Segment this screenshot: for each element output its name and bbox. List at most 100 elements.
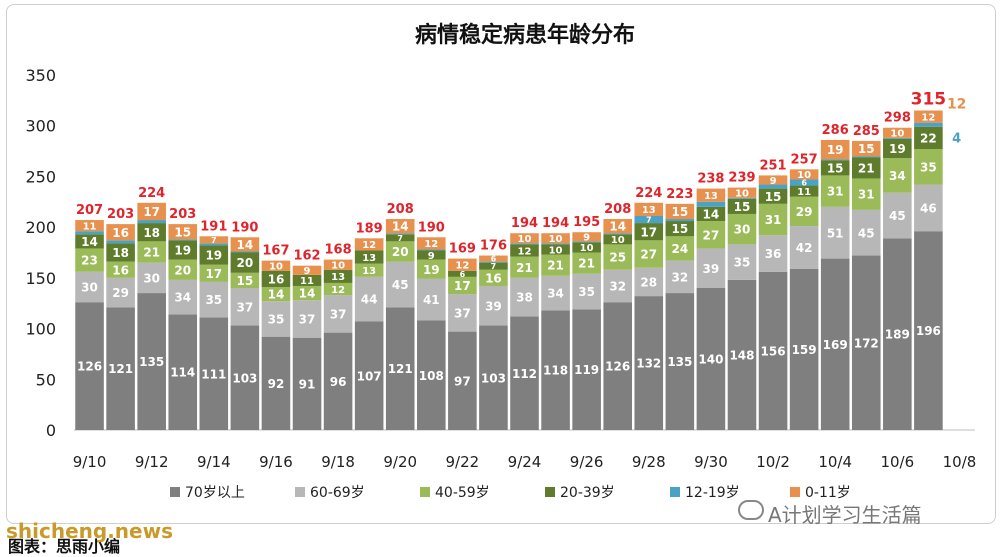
bar-segment bbox=[603, 233, 632, 235]
bar-segment bbox=[541, 244, 570, 255]
segment-value-label: 6 bbox=[491, 255, 497, 264]
legend-label: 70岁以上 bbox=[185, 485, 245, 501]
segment-value-label: 45 bbox=[392, 278, 409, 292]
segment-value-label: 7 bbox=[211, 236, 217, 245]
bar-segment bbox=[479, 269, 508, 286]
bar-segment bbox=[883, 158, 912, 193]
segment-value-label: 16 bbox=[268, 272, 285, 286]
total-label: 169 bbox=[449, 242, 476, 257]
legend-swatch bbox=[545, 487, 555, 497]
segment-value-label: 103 bbox=[481, 371, 506, 385]
bar-segment bbox=[851, 178, 881, 210]
bar-segment bbox=[634, 223, 664, 241]
segment-value-label: 14 bbox=[268, 288, 285, 302]
segment-value-label: 10 bbox=[518, 234, 532, 245]
bar-segment bbox=[417, 259, 446, 279]
x-tick-label: 9/20 bbox=[383, 453, 417, 471]
bar-segment bbox=[665, 219, 695, 222]
x-tick-label: 9/22 bbox=[446, 453, 480, 471]
bar-segment bbox=[417, 237, 446, 250]
bar-segment bbox=[75, 302, 104, 430]
legend-swatch bbox=[420, 487, 430, 497]
bar-segment bbox=[883, 138, 912, 159]
bar-segment bbox=[634, 296, 664, 430]
bar-segment bbox=[572, 273, 601, 310]
segment-value-label: 97 bbox=[454, 374, 471, 388]
bar-segment bbox=[448, 331, 477, 430]
segment-value-label: 14 bbox=[299, 287, 316, 301]
bar-segment bbox=[603, 219, 632, 234]
bar-segment bbox=[510, 256, 539, 278]
total-label: 162 bbox=[293, 249, 320, 264]
wechat-icon bbox=[738, 500, 764, 520]
total-label: 223 bbox=[666, 187, 693, 202]
segment-value-label: 28 bbox=[640, 275, 657, 289]
bar-segment bbox=[727, 244, 757, 280]
segment-value-label: 13 bbox=[642, 205, 656, 216]
segment-value-label: 12 bbox=[424, 239, 438, 250]
bar-segment bbox=[914, 126, 943, 150]
bar-segment bbox=[758, 271, 788, 430]
bar-segment bbox=[417, 278, 446, 321]
segment-value-label: 37 bbox=[330, 307, 347, 321]
segment-value-label: 19 bbox=[174, 244, 191, 258]
segment-value-label: 24 bbox=[671, 242, 688, 256]
bar-segment bbox=[572, 241, 601, 243]
x-tick-label: 9/24 bbox=[508, 453, 542, 471]
x-tick-label: 9/28 bbox=[632, 453, 666, 471]
bar-segment bbox=[851, 140, 881, 157]
bar-segment bbox=[510, 277, 539, 317]
x-tick-label: 9/18 bbox=[321, 453, 355, 471]
segment-value-label: 10 bbox=[890, 129, 904, 140]
bar-segment bbox=[727, 197, 757, 199]
segment-value-label: 11 bbox=[300, 276, 314, 287]
bar-segment bbox=[261, 260, 291, 271]
segment-value-label: 15 bbox=[671, 222, 688, 236]
bar-segment bbox=[479, 285, 508, 326]
segment-value-label: 15 bbox=[174, 225, 191, 239]
segment-value-label: 39 bbox=[703, 262, 720, 276]
bar-segment bbox=[696, 221, 726, 249]
x-tick-label: 9/26 bbox=[570, 453, 604, 471]
segment-value-label: 36 bbox=[765, 247, 782, 261]
side-value-label: 12 bbox=[947, 97, 966, 113]
segment-value-label: 21 bbox=[547, 259, 564, 273]
segment-value-label: 34 bbox=[547, 287, 564, 301]
segment-value-label: 126 bbox=[605, 360, 630, 374]
segment-value-label: 6 bbox=[801, 179, 807, 188]
bar-segment bbox=[820, 258, 850, 430]
segment-value-label: 18 bbox=[112, 246, 129, 260]
segment-value-label: 7 bbox=[646, 216, 652, 225]
segment-value-label: 196 bbox=[916, 324, 941, 338]
bar-segment bbox=[168, 224, 198, 240]
segment-value-label: 103 bbox=[232, 371, 257, 385]
total-label: 239 bbox=[728, 171, 755, 186]
segment-value-label: 12 bbox=[518, 246, 532, 257]
segment-value-label: 32 bbox=[609, 280, 626, 294]
bar-segment bbox=[199, 243, 229, 246]
bar-segment bbox=[541, 254, 570, 276]
bar-segment bbox=[323, 332, 353, 430]
bar-segment bbox=[603, 302, 632, 430]
segment-value-label: 169 bbox=[823, 338, 848, 352]
bar-segment bbox=[137, 241, 166, 263]
bar-segment bbox=[106, 240, 135, 244]
bar-segment bbox=[385, 241, 415, 262]
segment-value-label: 20 bbox=[392, 245, 409, 259]
bar-segment bbox=[385, 233, 415, 235]
total-label: 257 bbox=[791, 152, 818, 167]
bar-segment bbox=[820, 206, 850, 259]
segment-value-label: 46 bbox=[920, 201, 937, 215]
bar-segment bbox=[572, 232, 601, 242]
x-tick-label: 10/8 bbox=[943, 453, 977, 471]
bar-segment bbox=[727, 213, 757, 245]
total-label: 224 bbox=[635, 186, 662, 201]
total-label: 298 bbox=[884, 111, 911, 126]
total-label: 195 bbox=[573, 215, 600, 230]
bar-segment bbox=[696, 248, 726, 288]
bar-segment bbox=[106, 224, 135, 241]
legend-label: 12-19岁 bbox=[685, 485, 740, 501]
bar-segment bbox=[261, 301, 291, 337]
bar-segment bbox=[106, 243, 135, 262]
